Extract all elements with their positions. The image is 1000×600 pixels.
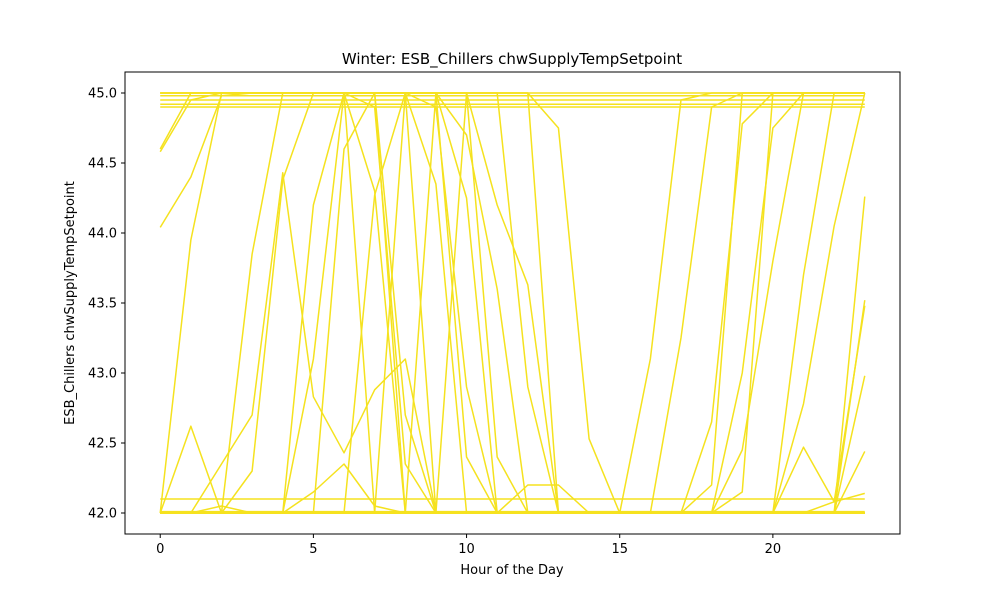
x-tick-label: 20 (765, 542, 782, 557)
y-tick-label: 44.5 (88, 157, 117, 172)
y-tick-label: 42.0 (88, 507, 117, 522)
series-lines (159, 92, 866, 514)
x-axis: 0 5 10 15 20 (156, 534, 781, 557)
y-axis-label: ESB_Chillers chwSupplyTempSetpoint (63, 181, 78, 425)
y-tick-label: 43.0 (88, 367, 117, 382)
x-tick-label: 0 (156, 542, 164, 557)
y-tick-label: 45.0 (88, 87, 117, 102)
chart-title: Winter: ESB_Chillers chwSupplyTempSetpoi… (342, 50, 682, 69)
x-axis-label: Hour of the Day (460, 563, 564, 578)
y-tick-label: 42.5 (88, 437, 117, 452)
y-axis: 42.0 42.5 43.0 43.5 44.0 44.5 45.0 (88, 87, 125, 522)
x-tick-label: 5 (309, 542, 317, 557)
x-tick-label: 10 (458, 542, 475, 557)
y-tick-label: 43.5 (88, 297, 117, 312)
y-tick-label: 44.0 (88, 227, 117, 242)
series-line-37 (160, 92, 865, 514)
x-tick-label: 15 (611, 542, 628, 557)
